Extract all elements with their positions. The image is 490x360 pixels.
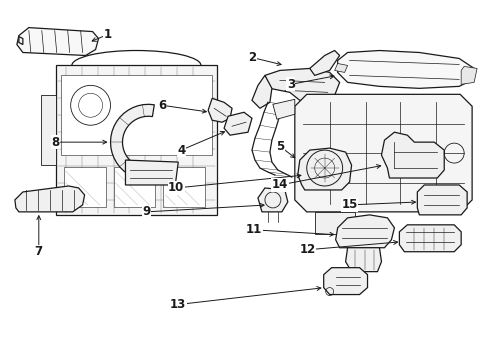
Text: 12: 12: [299, 243, 316, 256]
Polygon shape: [345, 248, 382, 272]
Text: 6: 6: [158, 99, 167, 112]
Polygon shape: [315, 212, 355, 234]
Polygon shape: [298, 148, 352, 190]
Text: 13: 13: [170, 298, 186, 311]
Polygon shape: [336, 215, 394, 248]
Polygon shape: [252, 75, 272, 108]
Polygon shape: [338, 50, 474, 88]
Polygon shape: [382, 132, 444, 178]
Polygon shape: [15, 186, 85, 212]
Polygon shape: [64, 167, 105, 207]
Text: 5: 5: [276, 140, 284, 153]
Text: 10: 10: [168, 181, 184, 194]
Text: 3: 3: [287, 78, 295, 91]
Polygon shape: [417, 185, 467, 215]
Text: 8: 8: [51, 136, 60, 149]
Polygon shape: [56, 66, 217, 215]
Text: 2: 2: [248, 51, 256, 64]
Text: 4: 4: [177, 144, 185, 157]
Polygon shape: [273, 99, 295, 119]
Text: 11: 11: [246, 223, 262, 236]
Polygon shape: [399, 225, 461, 252]
Text: 15: 15: [342, 198, 358, 211]
Polygon shape: [324, 268, 368, 294]
Polygon shape: [111, 104, 154, 180]
Polygon shape: [125, 160, 178, 185]
Text: 14: 14: [271, 179, 288, 192]
Polygon shape: [335, 63, 347, 72]
Polygon shape: [163, 167, 205, 207]
Text: 1: 1: [103, 28, 112, 41]
Polygon shape: [295, 94, 472, 212]
Polygon shape: [41, 95, 56, 165]
Polygon shape: [61, 75, 212, 155]
Polygon shape: [19, 37, 23, 45]
Polygon shape: [17, 28, 98, 55]
Polygon shape: [224, 112, 252, 135]
Text: 7: 7: [35, 245, 43, 258]
Polygon shape: [265, 68, 340, 102]
Polygon shape: [310, 50, 340, 75]
Polygon shape: [208, 98, 232, 122]
Text: 9: 9: [142, 205, 150, 219]
Polygon shape: [114, 167, 155, 207]
Polygon shape: [258, 188, 288, 212]
Polygon shape: [461, 67, 477, 84]
